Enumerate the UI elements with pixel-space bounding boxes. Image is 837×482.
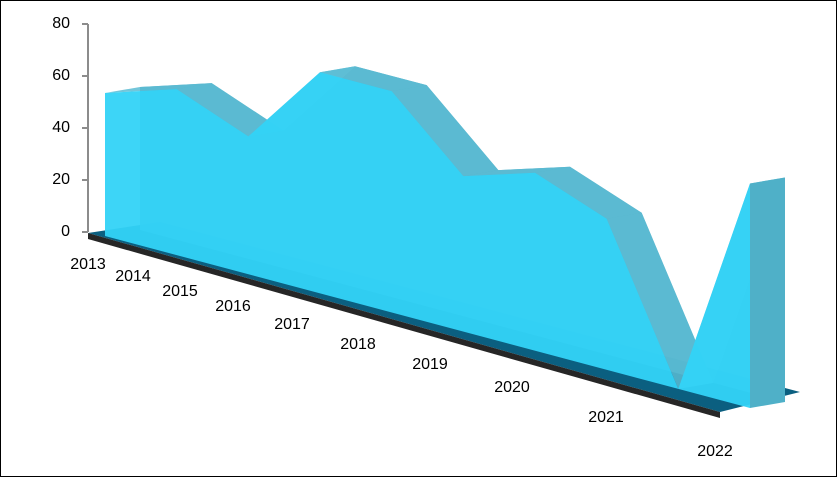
area bbox=[105, 72, 750, 408]
x-tick-label: 2022 bbox=[697, 443, 733, 460]
x-tick-label: 2014 bbox=[115, 268, 151, 285]
area-top bbox=[176, 83, 284, 137]
x-tick-label: 2019 bbox=[412, 356, 448, 373]
area-side bbox=[750, 177, 785, 408]
y-tick-label: 60 bbox=[52, 67, 70, 84]
x-tick-label: 2013 bbox=[70, 256, 106, 273]
y-tick-label: 80 bbox=[52, 15, 70, 32]
x-tick-label: 2021 bbox=[588, 409, 624, 426]
x-tick-label: 2017 bbox=[274, 316, 310, 333]
y-tick-label: 20 bbox=[52, 171, 70, 188]
x-tick-label: 2020 bbox=[494, 379, 530, 396]
x-tick-label: 2015 bbox=[162, 283, 198, 300]
area-top bbox=[463, 166, 570, 177]
area-top bbox=[391, 85, 499, 177]
floor-edge bbox=[88, 233, 720, 418]
area-top bbox=[606, 212, 714, 389]
x-tick-label: 2016 bbox=[215, 298, 251, 315]
y-tick-label: 40 bbox=[52, 119, 70, 136]
area-top bbox=[105, 83, 212, 93]
x-tick-label: 2018 bbox=[340, 336, 376, 353]
area-top bbox=[320, 66, 427, 92]
y-tick-label: 0 bbox=[61, 223, 70, 240]
area-top bbox=[535, 166, 642, 219]
